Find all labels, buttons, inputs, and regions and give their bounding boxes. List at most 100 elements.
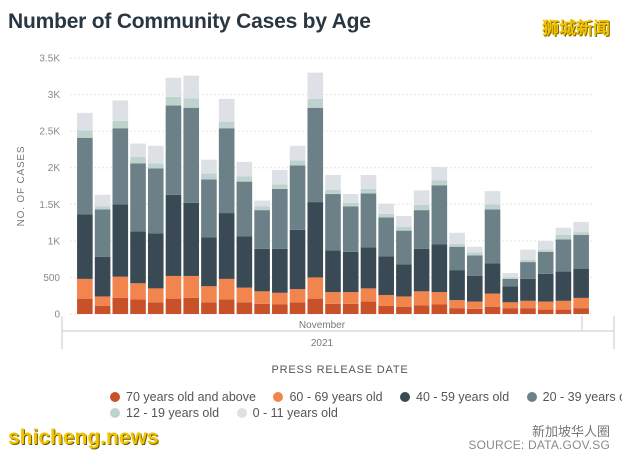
bar-segment-60-69[interactable] bbox=[449, 300, 465, 309]
bar-segment-40-59[interactable] bbox=[236, 236, 253, 288]
bar-segment-70-plus[interactable] bbox=[484, 306, 501, 314]
bar-segment-40-59[interactable] bbox=[413, 248, 430, 292]
bar-segment-70-plus[interactable] bbox=[449, 308, 465, 314]
bar-segment-12-19[interactable] bbox=[77, 130, 93, 138]
bar-segment-60-69[interactable] bbox=[378, 294, 394, 306]
bar-segment-20-39[interactable] bbox=[254, 210, 270, 249]
bar-segment-12-19[interactable] bbox=[112, 120, 129, 129]
bar-segment-20-39[interactable] bbox=[520, 262, 536, 279]
bar-segment-40-59[interactable] bbox=[555, 271, 572, 301]
bar-segment-12-19[interactable] bbox=[484, 204, 501, 210]
bar-segment-60-69[interactable] bbox=[254, 291, 270, 304]
bar-segment-60-69[interactable] bbox=[342, 292, 359, 304]
bar-segment-70-plus[interactable] bbox=[431, 304, 448, 314]
bar-segment-20-39[interactable] bbox=[466, 255, 483, 276]
bar-segment-60-69[interactable] bbox=[431, 292, 448, 305]
bar-segment-0-11[interactable] bbox=[342, 194, 359, 203]
bar-segment-0-11[interactable] bbox=[396, 215, 412, 227]
bar-segment-40-59[interactable] bbox=[466, 275, 483, 302]
bar-segment-20-39[interactable] bbox=[94, 209, 111, 257]
bar-segment-20-39[interactable] bbox=[413, 210, 430, 249]
bar-segment-60-69[interactable] bbox=[484, 293, 501, 307]
bar-segment-40-59[interactable] bbox=[537, 273, 554, 302]
bar-segment-40-59[interactable] bbox=[342, 251, 359, 293]
bar-segment-12-19[interactable] bbox=[396, 226, 412, 231]
bar-segment-20-39[interactable] bbox=[555, 239, 572, 272]
bar-segment-70-plus[interactable] bbox=[130, 299, 146, 314]
bar-segment-40-59[interactable] bbox=[325, 250, 341, 293]
bar-segment-20-39[interactable] bbox=[396, 230, 412, 265]
bar-segment-60-69[interactable] bbox=[289, 289, 306, 303]
bar-segment-70-plus[interactable] bbox=[165, 298, 182, 314]
bar-segment-0-11[interactable] bbox=[165, 77, 182, 97]
bar-segment-12-19[interactable] bbox=[378, 213, 394, 218]
bar-segment-12-19[interactable] bbox=[466, 252, 483, 256]
bar-segment-0-11[interactable] bbox=[147, 145, 164, 164]
bar-segment-0-11[interactable] bbox=[307, 72, 324, 99]
bar-segment-20-39[interactable] bbox=[307, 107, 324, 203]
bar-segment-60-69[interactable] bbox=[77, 278, 93, 299]
bar-segment-20-39[interactable] bbox=[165, 105, 182, 195]
bar-segment-70-plus[interactable] bbox=[537, 309, 554, 314]
bar-segment-70-plus[interactable] bbox=[413, 305, 430, 314]
bar-segment-20-39[interactable] bbox=[342, 206, 359, 252]
bar-segment-70-plus[interactable] bbox=[236, 302, 253, 314]
bar-segment-60-69[interactable] bbox=[236, 287, 253, 303]
bar-segment-12-19[interactable] bbox=[218, 121, 235, 129]
bar-segment-12-19[interactable] bbox=[201, 173, 217, 180]
bar-segment-0-11[interactable] bbox=[254, 200, 270, 207]
bar-segment-60-69[interactable] bbox=[112, 276, 129, 298]
legend-item-12-19[interactable]: 12 - 19 years old bbox=[110, 406, 219, 420]
bar-segment-60-69[interactable] bbox=[325, 292, 341, 304]
bar-segment-40-59[interactable] bbox=[147, 233, 164, 289]
bar-segment-60-69[interactable] bbox=[396, 296, 412, 307]
bar-segment-40-59[interactable] bbox=[254, 248, 270, 292]
bar-segment-12-19[interactable] bbox=[360, 188, 377, 194]
bar-segment-20-39[interactable] bbox=[484, 209, 501, 264]
bar-segment-70-plus[interactable] bbox=[360, 301, 377, 314]
bar-segment-12-19[interactable] bbox=[307, 98, 324, 108]
bar-segment-70-plus[interactable] bbox=[201, 302, 217, 314]
bar-segment-0-11[interactable] bbox=[236, 161, 253, 177]
bar-segment-20-39[interactable] bbox=[502, 278, 519, 287]
bar-segment-60-69[interactable] bbox=[537, 301, 554, 310]
bar-segment-40-59[interactable] bbox=[307, 202, 324, 278]
bar-segment-70-plus[interactable] bbox=[254, 303, 270, 314]
bar-segment-20-39[interactable] bbox=[130, 163, 146, 232]
bar-segment-20-39[interactable] bbox=[360, 193, 377, 248]
bar-segment-0-11[interactable] bbox=[289, 145, 306, 161]
bar-segment-60-69[interactable] bbox=[272, 292, 288, 305]
bar-segment-70-plus[interactable] bbox=[147, 302, 164, 314]
bar-segment-20-39[interactable] bbox=[183, 107, 200, 203]
bar-segment-12-19[interactable] bbox=[502, 277, 519, 279]
bar-segment-70-plus[interactable] bbox=[325, 303, 341, 314]
bar-segment-70-plus[interactable] bbox=[466, 308, 483, 314]
bar-segment-40-59[interactable] bbox=[502, 286, 519, 303]
bar-segment-70-plus[interactable] bbox=[520, 308, 536, 314]
bar-segment-0-11[interactable] bbox=[502, 273, 519, 278]
bar-segment-40-59[interactable] bbox=[449, 270, 465, 301]
bar-segment-12-19[interactable] bbox=[449, 243, 465, 247]
bar-segment-70-plus[interactable] bbox=[289, 302, 306, 314]
bar-segment-70-plus[interactable] bbox=[502, 308, 519, 314]
bar-segment-12-19[interactable] bbox=[413, 205, 430, 211]
bar-segment-12-19[interactable] bbox=[325, 189, 341, 195]
bar-segment-12-19[interactable] bbox=[147, 163, 164, 169]
bar-segment-0-11[interactable] bbox=[272, 169, 288, 185]
bar-segment-40-59[interactable] bbox=[484, 263, 501, 294]
bar-segment-20-39[interactable] bbox=[147, 168, 164, 234]
bar-segment-60-69[interactable] bbox=[130, 283, 146, 300]
bar-segment-70-plus[interactable] bbox=[77, 298, 93, 314]
bar-segment-12-19[interactable] bbox=[165, 96, 182, 106]
bar-segment-20-39[interactable] bbox=[77, 137, 93, 215]
bar-segment-0-11[interactable] bbox=[378, 203, 394, 214]
bar-segment-70-plus[interactable] bbox=[272, 304, 288, 314]
bar-segment-60-69[interactable] bbox=[573, 297, 589, 309]
bar-segment-0-11[interactable] bbox=[484, 191, 501, 205]
bar-segment-0-11[interactable] bbox=[94, 194, 111, 207]
bar-segment-0-11[interactable] bbox=[130, 143, 146, 157]
bar-segment-40-59[interactable] bbox=[112, 204, 129, 277]
bar-segment-60-69[interactable] bbox=[360, 288, 377, 302]
bar-segment-0-11[interactable] bbox=[413, 190, 430, 206]
bar-segment-0-11[interactable] bbox=[325, 175, 341, 190]
